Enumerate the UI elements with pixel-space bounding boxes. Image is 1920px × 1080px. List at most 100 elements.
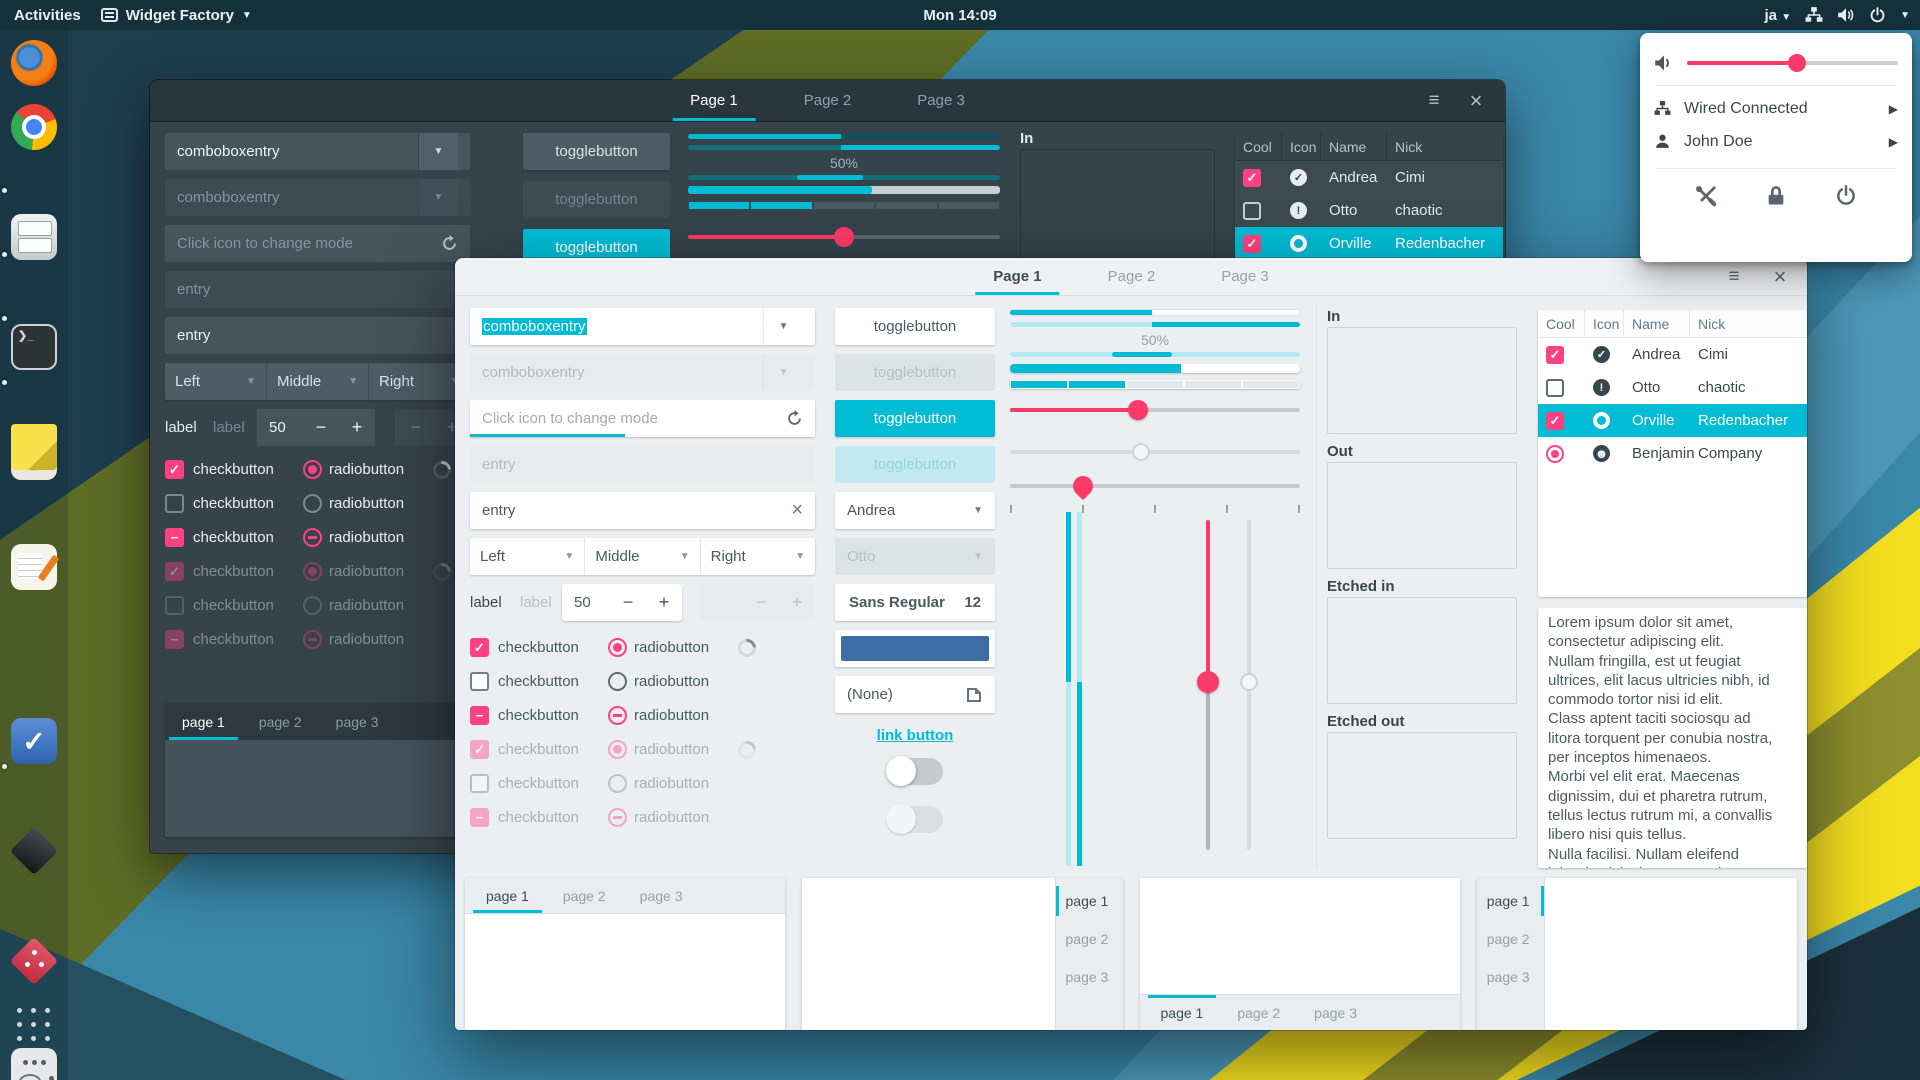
menu-icon[interactable]: ≡ [1428,89,1440,111]
togglebutton-active[interactable]: togglebutton [835,400,995,437]
dark-nb-tab-page3[interactable]: page 3 [335,713,379,730]
comboboxentry[interactable]: comboboxentry ▼ [165,133,470,170]
nb-tab[interactable]: page 2 [1486,931,1530,947]
row-checkbox[interactable] [1243,234,1261,253]
inkscape-icon[interactable] [11,828,57,874]
checkbox-checked[interactable] [470,638,489,657]
combo-middle[interactable]: Middle ▼ [585,538,701,575]
nb-tab[interactable]: page 2 [1237,1004,1281,1021]
nb-tab[interactable]: page 1 [1144,995,1221,1030]
row-checkbox[interactable] [1243,168,1261,187]
radio-checked[interactable] [608,638,627,657]
radio-unchecked[interactable] [608,672,627,691]
dark-tab-page1[interactable]: Page 1 [666,80,762,121]
radio-unchecked[interactable] [303,494,322,513]
row-checkbox[interactable] [1243,201,1261,220]
sticky-notes-icon[interactable] [11,424,57,470]
comboboxentry[interactable]: comboboxentry ▼ [470,308,815,345]
column-header[interactable]: Name [1624,310,1690,337]
column-header[interactable]: Icon [1585,310,1624,337]
togglebutton[interactable]: togglebutton [523,133,670,170]
column-header[interactable]: Cool [1235,133,1282,160]
nb-tab[interactable]: page 3 [1314,1004,1357,1021]
nb-tab[interactable]: page 1 [469,878,546,913]
togglebutton[interactable]: togglebutton [835,308,995,345]
plus-button[interactable]: + [351,417,363,437]
spinbutton[interactable]: 50− + [562,584,682,621]
checkbox-mixed[interactable] [165,528,184,547]
switch-off[interactable] [886,756,943,786]
entry[interactable]: entry [165,317,470,354]
tasks-icon[interactable] [11,718,57,764]
combo-right[interactable]: Right▼ [369,363,470,400]
hscale-with-marks[interactable] [1010,471,1300,501]
network-icon[interactable] [1805,6,1823,24]
checkbox-unchecked[interactable] [470,672,489,691]
tweaks-icon[interactable] [11,1048,57,1080]
color-button[interactable] [835,630,995,667]
chrome-icon[interactable] [11,104,57,150]
light-tab-page3[interactable]: Page 3 [1221,268,1269,285]
chevron-down-icon[interactable]: ▼ [1900,9,1910,21]
column-header[interactable]: Nick [1698,315,1726,332]
light-tab-page1[interactable]: Page 1 [969,258,1065,295]
nb-tab[interactable]: page 1 [1477,882,1544,920]
nb-tab[interactable]: page 3 [639,887,683,904]
volume-slider[interactable] [1687,53,1898,73]
activities-button[interactable]: Activities [14,6,81,24]
git-client-icon[interactable] [11,938,57,984]
nb-tab[interactable]: page 3 [1486,969,1530,985]
dark-nb-tab-page1[interactable]: page 1 [165,703,242,740]
column-header[interactable]: Cool [1538,310,1585,337]
nb-tab[interactable]: page 3 [1065,969,1109,985]
column-header[interactable]: Nick [1395,138,1423,155]
refresh-icon[interactable] [441,235,458,252]
close-icon[interactable]: × [1773,263,1787,289]
menu-item-wired[interactable]: Wired Connected ▶ [1640,92,1912,125]
mode-entry[interactable]: Click icon to change mode [470,400,815,437]
column-header[interactable]: Name [1321,133,1387,160]
chevron-down-icon[interactable]: ▼ [763,308,803,345]
light-tab-page2[interactable]: Page 2 [1107,268,1156,285]
combobox-person[interactable]: Andrea ▼ [835,492,995,529]
row-checkbox[interactable] [1546,411,1564,430]
dark-tab-page3[interactable]: Page 3 [917,92,965,109]
close-icon[interactable]: × [1469,87,1483,113]
row-checkbox[interactable] [1546,378,1564,397]
alignment-combos[interactable]: Left▼ Middle▼ Right▼ [470,538,815,575]
minus-button[interactable]: − [622,592,634,612]
checkbox-unchecked[interactable] [165,494,184,513]
hscale[interactable] [1010,399,1300,421]
menu-item-user[interactable]: John Doe ▶ [1640,125,1912,158]
clock[interactable]: Mon 14:09 [923,6,997,24]
nb-tab[interactable]: page 2 [562,887,606,904]
plus-button[interactable]: + [658,592,670,612]
refresh-icon[interactable] [786,410,803,427]
entry[interactable]: entry × [470,492,815,529]
column-header[interactable]: Icon [1282,133,1321,160]
alignment-combos[interactable]: Left▼ Middle▼ Right▼ [165,363,470,400]
nb-tab[interactable]: page 2 [1065,931,1109,947]
checkbox-checked[interactable] [165,460,184,479]
show-applications-icon[interactable] [17,1008,50,1041]
chevron-down-icon[interactable]: ▼ [418,133,458,170]
radio-mixed[interactable] [303,528,322,547]
link-button[interactable]: link button [876,727,954,744]
combo-left[interactable]: Left ▼ [470,538,586,575]
combo-middle[interactable]: Middle ▼ [267,363,369,400]
app-menu[interactable]: Widget Factory ▼ [100,7,252,24]
vscale-handle[interactable] [1197,671,1219,693]
font-button[interactable]: Sans Regular 12 [835,584,995,621]
lock-icon[interactable] [1766,185,1786,207]
radio-checked[interactable] [303,460,322,479]
minus-button[interactable]: − [315,417,327,437]
row-radio[interactable] [1546,444,1564,463]
keyboard-layout[interactable]: ja ▼ [1764,6,1792,24]
